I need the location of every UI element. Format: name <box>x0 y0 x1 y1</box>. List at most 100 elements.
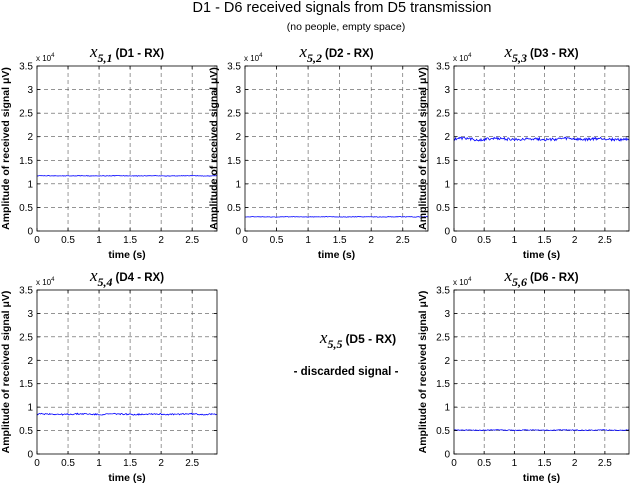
y-tick-label: 3.5 <box>436 62 450 73</box>
y-tick-label: 3.5 <box>19 286 33 297</box>
signal-line-d4 <box>36 412 218 416</box>
figure-subtitle: (no people, empty space) <box>287 21 405 33</box>
plot-frame <box>453 65 630 232</box>
x-tick-label: 2.5 <box>598 235 612 246</box>
x-tick-label: 2 <box>572 235 578 246</box>
x-tick-label: 1.5 <box>538 458 552 469</box>
x-tick-label: 2 <box>158 235 164 246</box>
x-tick-label: 1.5 <box>123 235 137 246</box>
y-exponent-label: x 104 <box>453 277 472 287</box>
y-tick-label: 1.5 <box>19 379 33 390</box>
x-tick-label: 0.5 <box>477 458 491 469</box>
x-tick-label: 1.5 <box>538 235 552 246</box>
y-axis-label: Amplitude of received signal μV) <box>417 67 429 230</box>
y-tick-label: 0.5 <box>436 426 450 437</box>
x-tick-label: 0 <box>451 235 457 246</box>
y-tick-label: 1.5 <box>227 156 241 167</box>
x-tick-label: 0.5 <box>270 235 284 246</box>
y-tick-label: 0 <box>27 450 33 461</box>
panel-title: x5,2 (D2 - RX) <box>298 42 373 65</box>
x-tick-label: 2 <box>158 458 164 469</box>
x-tick-label: 0.5 <box>61 235 75 246</box>
discarded-panel-title: x5,5 (D5 - RX) <box>319 328 396 351</box>
x-tick-label: 2 <box>572 458 578 469</box>
panel-title: x5,6 (D6 - RX) <box>503 266 578 289</box>
x-tick-label: 2 <box>368 235 374 246</box>
y-tick-label: 1 <box>27 179 33 190</box>
y-tick-label: 3 <box>444 85 450 96</box>
discarded-note: - discarded signal - <box>294 366 399 378</box>
plot-frame <box>244 65 429 232</box>
y-tick-label: 1.5 <box>436 156 450 167</box>
y-tick-label: 0 <box>27 227 33 238</box>
discarded-panel: x5,5 (D5 - RX) - discarded signal - <box>294 328 399 378</box>
x-axis-label: time (s) <box>108 472 145 484</box>
plot-frame <box>36 289 218 455</box>
y-tick-label: 0.5 <box>19 426 33 437</box>
panel-d1: 0 0.5 1 1.5 2 2.5 0 0.5 1 1.5 2 2.5 3 3.5x 104 time (s… <box>0 42 218 261</box>
x-tick-label: 1 <box>96 235 102 246</box>
y-tick-label: 2 <box>27 132 33 143</box>
x-tick-label: 0 <box>451 458 457 469</box>
signal-line-d3 <box>453 136 630 142</box>
x-axis-label: time (s) <box>523 249 560 261</box>
discarded-title-suffix: (D5 - RX) <box>345 332 396 346</box>
y-tick-label: 0.5 <box>19 203 33 214</box>
x-tick-label: 2.5 <box>185 458 199 469</box>
x-tick-label: 1 <box>305 235 311 246</box>
panel-d3: 0 0.5 1 1.5 2 2.5 0 0.5 1 1.5 2 2.5 3 3.5x 104 time (s… <box>417 42 630 261</box>
y-tick-label: 0 <box>444 450 450 461</box>
y-tick-label: 1.5 <box>436 379 450 390</box>
y-axis-label: Amplitude of received signal μV) <box>0 67 12 230</box>
x-tick-label: 1 <box>96 458 102 469</box>
y-tick-label: 3 <box>235 85 241 96</box>
y-exponent-label: x 104 <box>36 53 55 63</box>
y-exponent-label: x 104 <box>36 277 55 287</box>
y-tick-label: 2.5 <box>19 109 33 120</box>
y-tick-label: 2 <box>235 132 241 143</box>
x-tick-label: 2.5 <box>396 235 410 246</box>
y-tick-label: 3.5 <box>227 62 241 73</box>
signal-line-d1 <box>36 175 218 177</box>
x-tick-label: 0.5 <box>61 458 75 469</box>
y-tick-label: 1 <box>27 403 33 414</box>
y-axis-label: Amplitude of received signal μV) <box>417 291 429 454</box>
y-tick-label: 1 <box>235 179 241 190</box>
x-tick-label: 1 <box>512 458 518 469</box>
y-tick-label: 2 <box>444 356 450 367</box>
y-tick-label: 3 <box>27 85 33 96</box>
x-tick-label: 2.5 <box>185 235 199 246</box>
y-tick-label: 3 <box>444 309 450 320</box>
y-tick-label: 2.5 <box>436 109 450 120</box>
plot-frame <box>36 65 218 232</box>
panel-title: x5,4 (D4 - RX) <box>89 266 164 289</box>
y-axis-label: Amplitude of received signal μV) <box>208 67 220 230</box>
y-tick-label: 0 <box>235 227 241 238</box>
x-axis-label: time (s) <box>108 249 145 261</box>
y-tick-label: 1 <box>444 179 450 190</box>
x-tick-label: 0.5 <box>477 235 491 246</box>
panel-d4: 0 0.5 1 1.5 2 2.5 0 0.5 1 1.5 2 2.5 3 3.5x 104 time (s… <box>0 266 218 484</box>
y-tick-label: 0.5 <box>227 203 241 214</box>
figure-title: D1 - D6 received signals from D5 transmi… <box>193 0 492 16</box>
signal-line-d2 <box>244 216 429 218</box>
x-tick-label: 1 <box>512 235 518 246</box>
panel-title: x5,1 (D1 - RX) <box>89 42 164 65</box>
y-tick-label: 2.5 <box>19 332 33 343</box>
y-tick-label: 3.5 <box>436 286 450 297</box>
y-exponent-label: x 104 <box>453 53 472 63</box>
x-tick-label: 0 <box>34 458 40 469</box>
x-tick-label: 0 <box>242 235 248 246</box>
x-tick-label: 1.5 <box>333 235 347 246</box>
y-tick-label: 0.5 <box>436 203 450 214</box>
discarded-title-sub: 5,5 <box>327 337 342 351</box>
signal-line-d6 <box>453 429 630 432</box>
y-axis-label: Amplitude of received signal μV) <box>0 291 12 454</box>
y-tick-label: 3.5 <box>19 62 33 73</box>
x-tick-label: 1.5 <box>123 458 137 469</box>
y-tick-label: 1.5 <box>19 156 33 167</box>
y-tick-label: 0 <box>444 227 450 238</box>
y-tick-label: 2.5 <box>227 109 241 120</box>
panel-d2: 0 0.5 1 1.5 2 2.5 0 0.5 1 1.5 2 2.5 3 3.5x 104 time (s… <box>208 42 429 261</box>
